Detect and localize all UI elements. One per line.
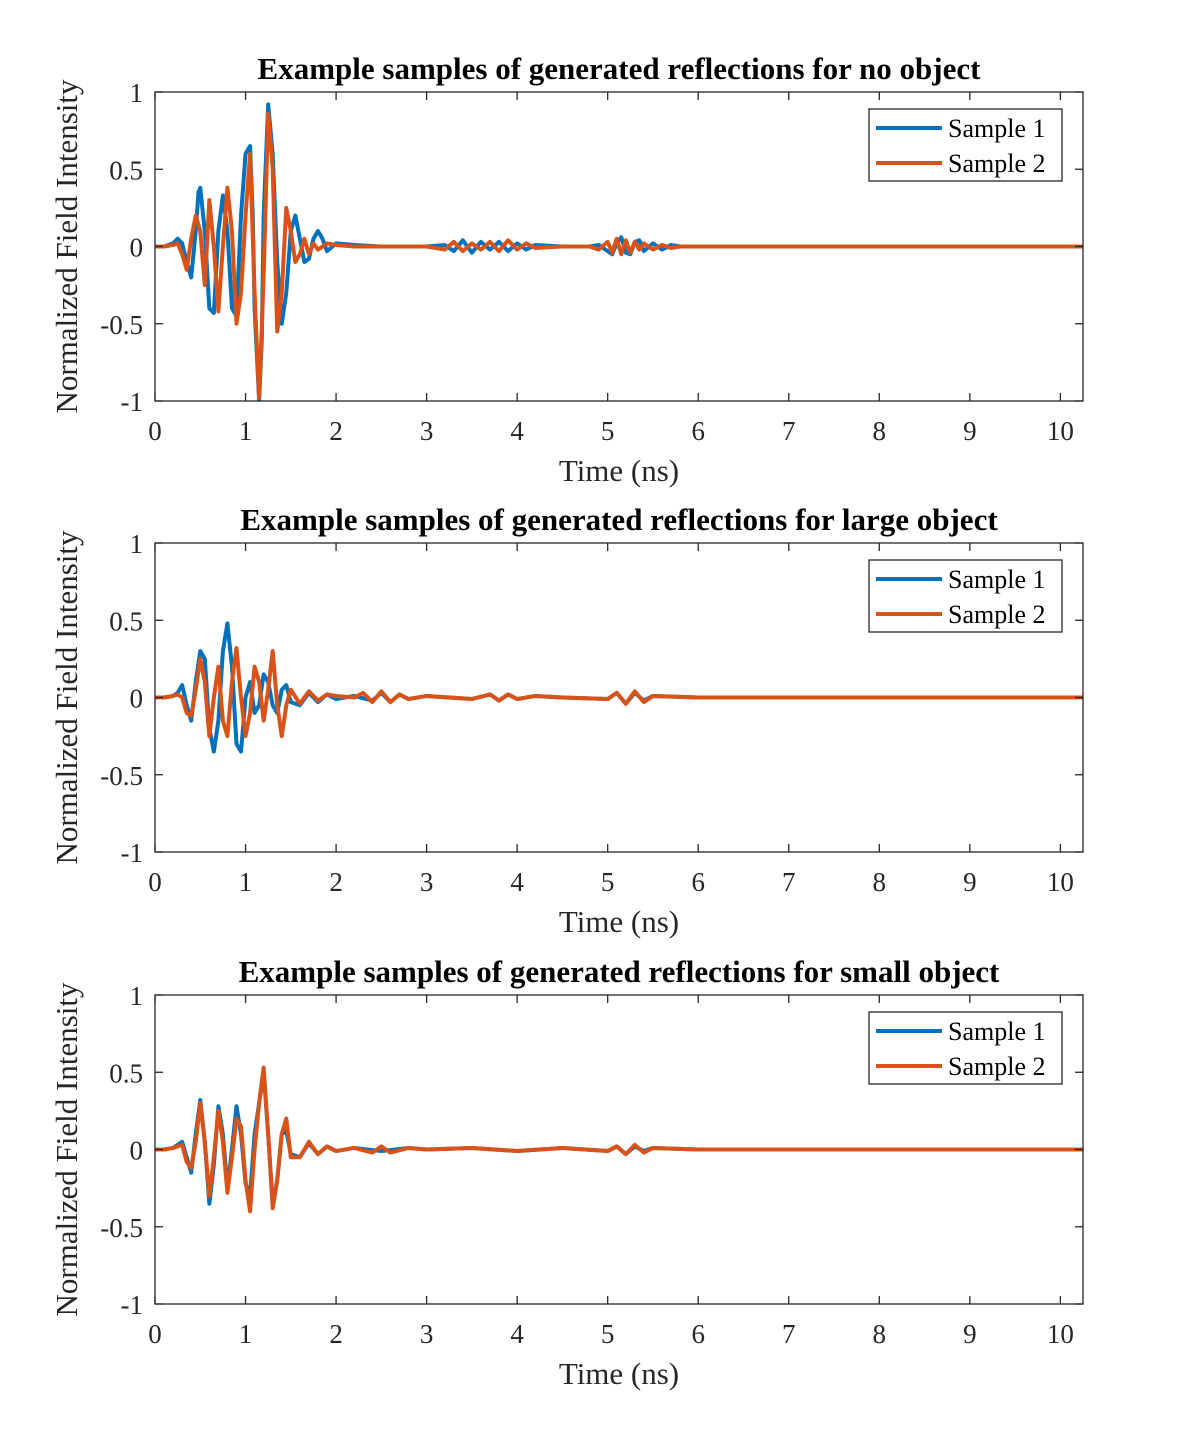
- y-axis-label: Normalized Field Intensity: [49, 530, 84, 865]
- x-tick-label: 4: [510, 867, 524, 897]
- x-tick-label: 4: [510, 416, 524, 446]
- x-tick-label: 9: [963, 416, 977, 446]
- y-tick-label: -1: [121, 1290, 144, 1320]
- x-tick-label: 6: [691, 416, 705, 446]
- x-tick-label: 0: [148, 1319, 162, 1349]
- y-tick-label: 0.5: [109, 1058, 143, 1088]
- legend-entry-1: Sample 1: [948, 565, 1046, 594]
- x-tick-label: 7: [782, 416, 796, 446]
- x-axis-label: Time (ns): [559, 453, 679, 488]
- y-tick-label: 1: [130, 981, 144, 1011]
- legend-entry-2: Sample 2: [948, 149, 1046, 178]
- x-tick-label: 1: [239, 416, 253, 446]
- legend-box: [868, 108, 1063, 182]
- legend: Sample 1 Sample 2: [868, 1011, 1063, 1085]
- x-tick-label: 3: [420, 1319, 434, 1349]
- legend-box: [868, 1011, 1063, 1085]
- y-axis-label: Normalized Field Intensity: [49, 79, 84, 414]
- series-line-2: [155, 1065, 1083, 1214]
- legend-box: [868, 559, 1063, 633]
- chart-title: Example samples of generated reflections…: [239, 954, 1000, 989]
- chart-panel: Example samples of generated reflections…: [49, 502, 1084, 939]
- x-tick-label: 8: [873, 867, 887, 897]
- series-line-2: [155, 111, 1083, 400]
- x-tick-label: 6: [691, 867, 705, 897]
- y-tick-label: 0.5: [109, 606, 143, 636]
- series-line-1: [155, 621, 1083, 754]
- x-tick-label: 9: [963, 1319, 977, 1349]
- x-tick-label: 5: [601, 416, 615, 446]
- legend-entry-1: Sample 1: [948, 1017, 1046, 1046]
- legend-entry-1: Sample 1: [948, 114, 1046, 143]
- x-tick-label: 8: [873, 416, 887, 446]
- x-tick-label: 6: [691, 1319, 705, 1349]
- y-tick-label: -1: [121, 838, 144, 868]
- series-line-2: [155, 646, 1083, 739]
- x-tick-label: 1: [239, 1319, 253, 1349]
- x-tick-label: 2: [329, 867, 343, 897]
- x-tick-label: 0: [148, 416, 162, 446]
- chart-title: Example samples of generated reflections…: [240, 502, 998, 537]
- legend: Sample 1 Sample 2: [868, 559, 1063, 633]
- x-tick-label: 10: [1047, 867, 1074, 897]
- y-tick-label: 0: [130, 684, 144, 714]
- y-axis-label: Normalized Field Intensity: [49, 982, 84, 1317]
- x-tick-label: 4: [510, 1319, 524, 1349]
- y-tick-label: 0.5: [109, 155, 143, 185]
- chart-panel: Example samples of generated reflections…: [49, 954, 1084, 1391]
- chart-panel: Example samples of generated reflections…: [49, 51, 1084, 488]
- y-tick-label: 1: [130, 78, 144, 108]
- x-tick-label: 7: [782, 1319, 796, 1349]
- series-line-1: [155, 1070, 1083, 1206]
- y-tick-label: -0.5: [100, 1213, 143, 1243]
- legend-entry-2: Sample 2: [948, 1052, 1046, 1081]
- y-tick-label: 0: [130, 233, 144, 263]
- legend-entry-2: Sample 2: [948, 600, 1046, 629]
- chart-title: Example samples of generated reflections…: [258, 51, 982, 86]
- x-tick-label: 3: [420, 416, 434, 446]
- x-tick-label: 10: [1047, 1319, 1074, 1349]
- y-tick-label: -0.5: [100, 310, 143, 340]
- legend: Sample 1 Sample 2: [868, 108, 1063, 182]
- x-axis-label: Time (ns): [559, 904, 679, 939]
- x-tick-label: 8: [873, 1319, 887, 1349]
- x-tick-label: 2: [329, 1319, 343, 1349]
- x-tick-label: 3: [420, 867, 434, 897]
- y-tick-label: -1: [121, 387, 144, 417]
- x-axis-label: Time (ns): [559, 1356, 679, 1391]
- y-tick-label: -0.5: [100, 761, 143, 791]
- x-tick-label: 5: [601, 867, 615, 897]
- x-tick-label: 2: [329, 416, 343, 446]
- y-tick-label: 0: [130, 1136, 144, 1166]
- x-tick-label: 0: [148, 867, 162, 897]
- x-tick-label: 1: [239, 867, 253, 897]
- x-tick-label: 7: [782, 867, 796, 897]
- x-tick-label: 5: [601, 1319, 615, 1349]
- y-tick-label: 1: [130, 529, 144, 559]
- x-tick-label: 10: [1047, 416, 1074, 446]
- x-tick-label: 9: [963, 867, 977, 897]
